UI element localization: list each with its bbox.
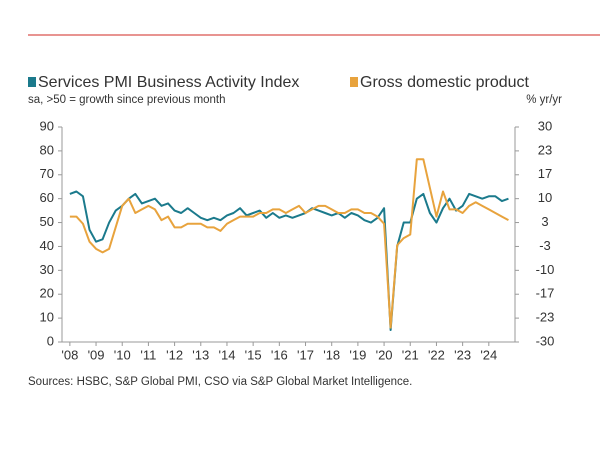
legend-label: Services PMI Business Activity Index	[38, 74, 299, 91]
x-tick-label: '11	[140, 347, 156, 362]
data-line	[69, 190, 509, 332]
x-tick-label: '20	[376, 347, 393, 362]
y2-tick-label: -17	[536, 286, 555, 301]
y-tick-label: 70	[40, 166, 54, 181]
x-tick-label: '15	[245, 347, 262, 362]
y-tick-label: 40	[40, 238, 54, 253]
y2-tick-label: -30	[536, 333, 555, 348]
y-tick-label: 20	[40, 286, 54, 301]
y-tick-label: 60	[40, 190, 54, 205]
x-tick-label: '16	[271, 347, 288, 362]
x-tick-label: '21	[402, 347, 419, 362]
subtitle: sa, >50 = growth since previous month	[28, 94, 226, 106]
x-tick-label: '17	[297, 347, 314, 362]
y2-tick-label: 10	[538, 190, 552, 205]
y-tick-label: 80	[40, 142, 54, 157]
x-tick-label: '08	[61, 347, 78, 362]
data-line	[69, 158, 509, 329]
x-tick-label: '12	[166, 347, 183, 362]
legend-label: Gross domestic product	[360, 74, 530, 91]
y-tick-label: 90	[40, 118, 54, 133]
y2-tick-label: -3	[539, 238, 551, 253]
x-tick-label: '09	[88, 347, 105, 362]
y-tick-label: 0	[47, 333, 54, 348]
y2-tick-label: 17	[538, 166, 552, 181]
y2-axis-label: % yr/yr	[526, 94, 562, 106]
y2-tick-label: 23	[538, 142, 552, 157]
x-tick-label: '10	[114, 347, 131, 362]
x-tick-label: '13	[192, 347, 209, 362]
x-tick-label: '24	[480, 347, 497, 362]
x-tick-label: '19	[349, 347, 366, 362]
legend-swatch	[28, 77, 36, 87]
x-tick-label: '14	[218, 347, 235, 362]
y-tick-label: 50	[40, 214, 54, 229]
x-tick-label: '22	[428, 347, 445, 362]
source-note: Sources: HSBC, S&P Global PMI, CSO via S…	[28, 376, 412, 388]
y2-tick-label: -10	[536, 262, 555, 277]
legend-swatch	[350, 77, 358, 87]
x-tick-label: '18	[323, 347, 340, 362]
y2-tick-label: -23	[536, 310, 555, 325]
y-tick-label: 30	[40, 262, 54, 277]
y-tick-label: 10	[40, 310, 54, 325]
y2-tick-label: 3	[541, 214, 548, 229]
x-tick-label: '23	[454, 347, 471, 362]
y2-tick-label: 30	[538, 118, 552, 133]
